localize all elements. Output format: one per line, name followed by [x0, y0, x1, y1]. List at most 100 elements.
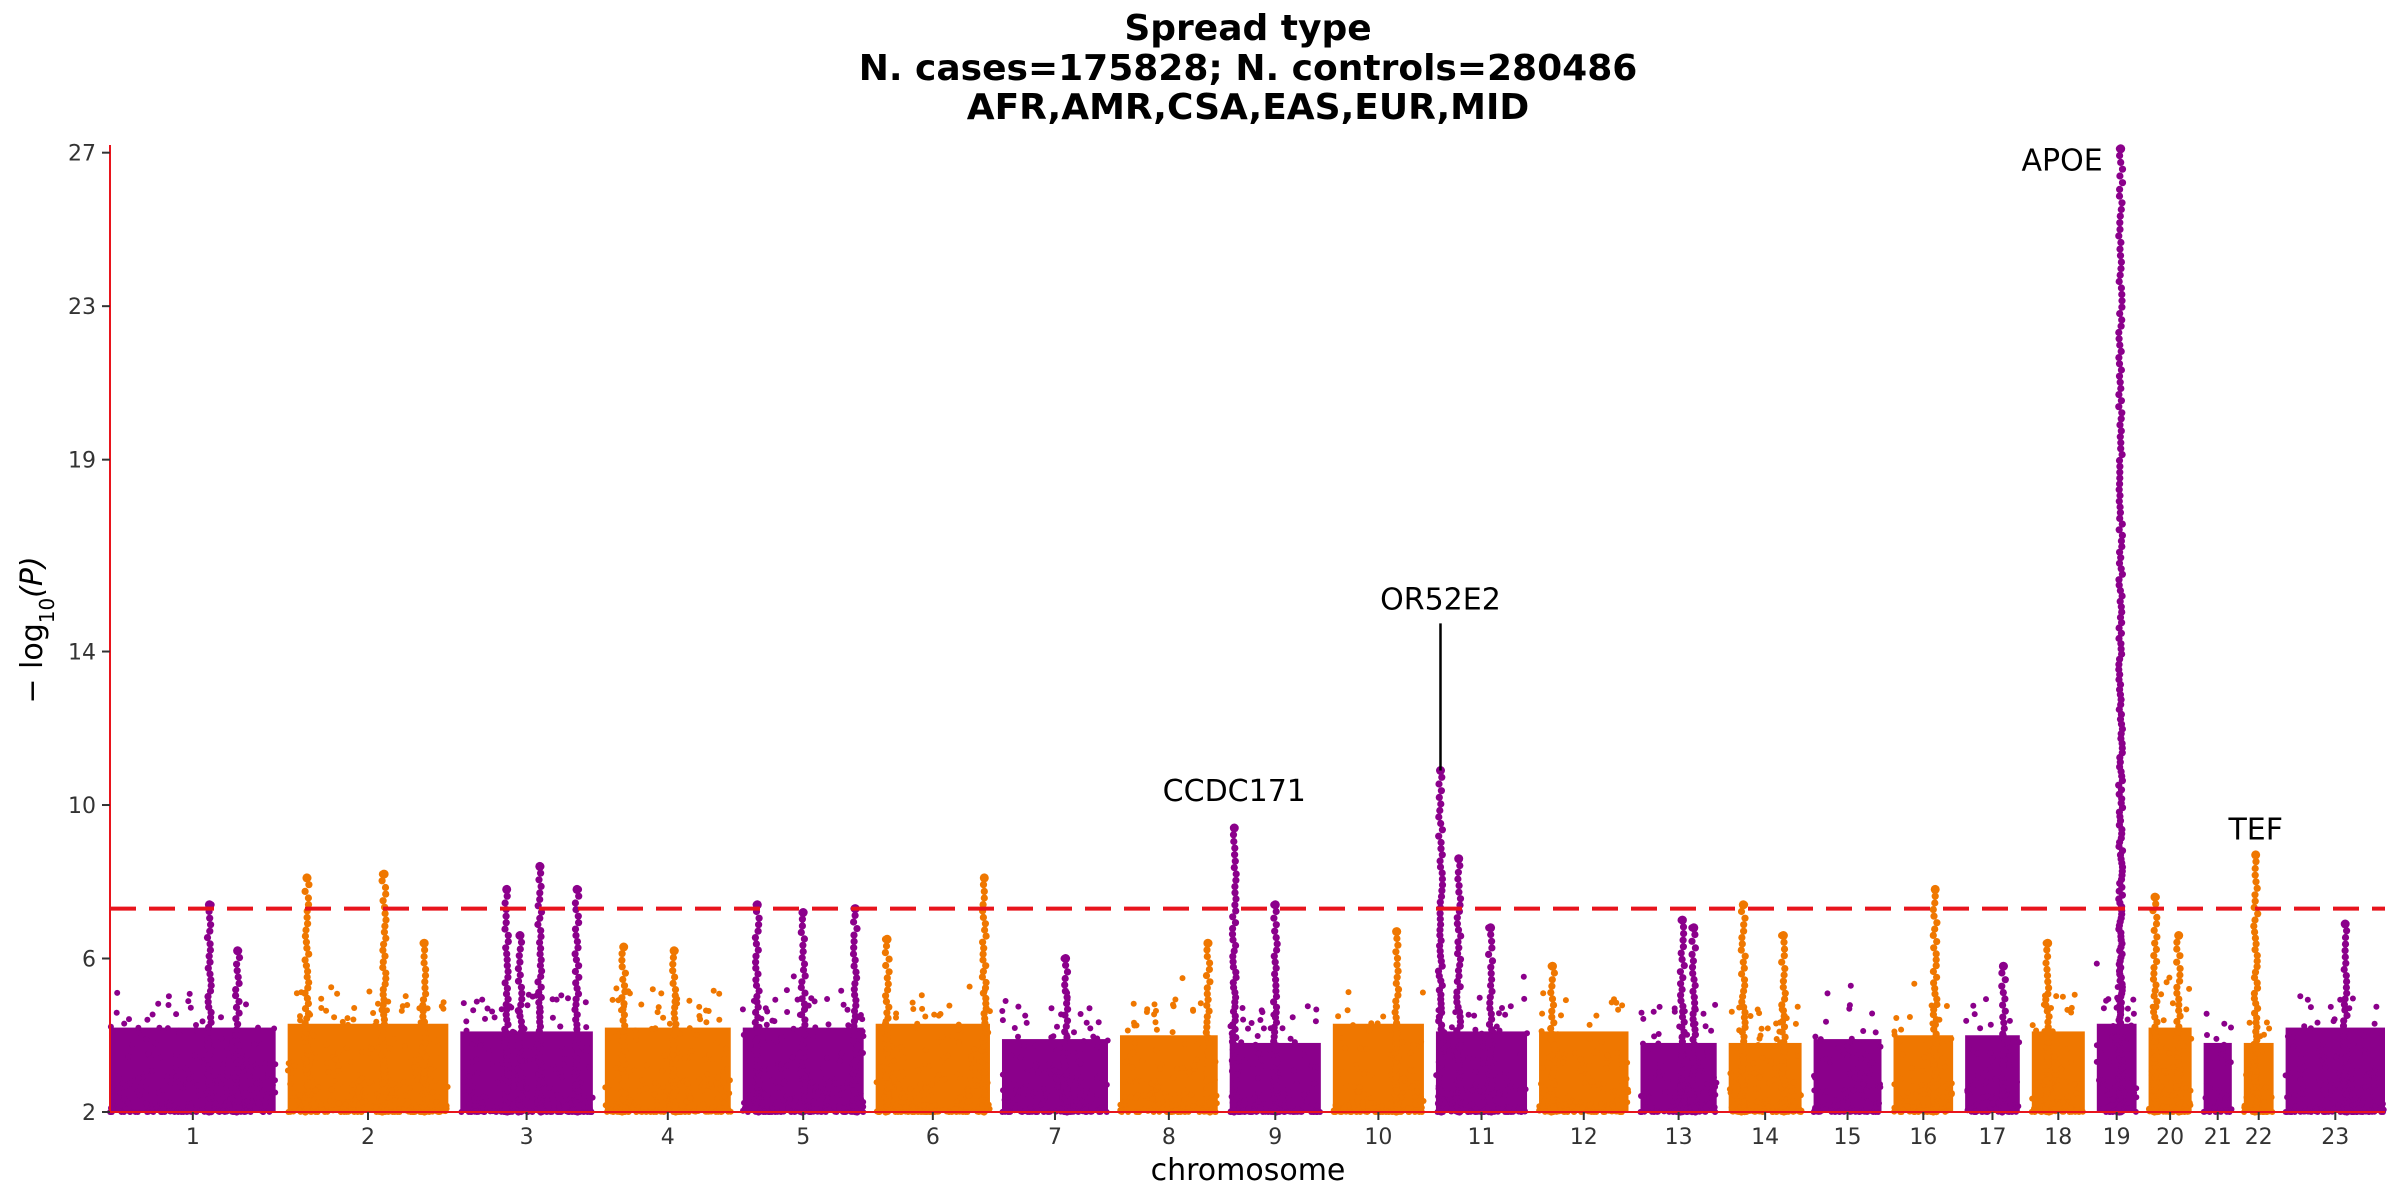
point: [173, 1011, 180, 1018]
point: [1363, 1045, 1370, 1052]
point: [1350, 1022, 1356, 1029]
point: [1472, 1081, 1479, 1088]
peak-point: [2150, 969, 2158, 978]
point: [811, 998, 818, 1005]
peak-point: [1392, 948, 1400, 956]
point: [952, 1106, 959, 1113]
point: [1898, 1026, 1905, 1033]
point: [195, 1092, 202, 1099]
point: [1554, 1031, 1561, 1038]
point: [411, 1063, 418, 1070]
point: [194, 1104, 200, 1111]
peak-point: [1456, 895, 1465, 903]
peak-point: [1202, 1028, 1210, 1036]
peak-point: [851, 911, 859, 920]
point: [2096, 1077, 2102, 1084]
peak-point: [884, 986, 892, 994]
peak-point: [1454, 926, 1463, 934]
point: [1989, 1054, 1996, 1061]
point: [549, 1061, 556, 1068]
point: [167, 1080, 174, 1087]
peak-point: [2117, 158, 2125, 166]
point: [2212, 1084, 2219, 1091]
peak-point: [2116, 462, 2124, 470]
point: [190, 1073, 197, 1080]
point: [792, 1097, 799, 1104]
point: [1081, 1093, 1088, 1100]
peak-point: [798, 922, 807, 930]
peak-point: [382, 975, 390, 983]
point: [2105, 996, 2112, 1003]
point: [2169, 1000, 2176, 1007]
point: [328, 984, 335, 991]
point: [477, 1042, 484, 1049]
peak-top-point: [1677, 915, 1687, 925]
peak-point: [2116, 378, 2124, 386]
point: [1471, 1012, 1478, 1019]
point: [1664, 1089, 1671, 1095]
point: [844, 1006, 851, 1013]
point: [1285, 1095, 1292, 1102]
peak-point: [1679, 923, 1688, 931]
peak-point: [421, 946, 429, 954]
peak-point: [2116, 421, 2124, 429]
point: [661, 1093, 668, 1100]
peak-point: [1931, 990, 1939, 998]
point: [1083, 1019, 1090, 1026]
peak-point: [379, 958, 387, 966]
point: [2168, 1080, 2175, 1087]
peak-point: [1229, 913, 1237, 921]
point: [2051, 1053, 2058, 1060]
peak-point: [2117, 554, 2125, 562]
point: [1650, 1008, 1657, 1015]
peak-point: [1229, 831, 1238, 839]
point: [438, 1003, 445, 1010]
peak-point: [2116, 185, 2124, 193]
peak-point: [671, 973, 679, 981]
point: [1213, 1092, 1220, 1099]
peak-point: [1061, 1028, 1069, 1036]
point: [916, 1092, 923, 1099]
point: [774, 1084, 781, 1091]
peak-point: [801, 972, 809, 980]
peak-point: [1488, 987, 1496, 996]
point: [251, 1041, 258, 1048]
point: [1238, 1039, 1245, 1046]
point: [1731, 1092, 1738, 1099]
point: [1008, 1052, 1015, 1059]
peak-point: [2118, 531, 2126, 540]
point: [1539, 1065, 1546, 1071]
peak-point: [1272, 976, 1280, 984]
point: [1538, 1080, 1544, 1087]
point: [1103, 1081, 1110, 1088]
peak-point: [1232, 907, 1240, 915]
peak-point: [979, 967, 988, 976]
peak-point: [1456, 862, 1464, 870]
point: [1086, 1005, 1093, 1012]
peak-point: [850, 937, 858, 946]
point: [747, 1093, 754, 1100]
chromosome-1-points: [107, 900, 279, 1116]
peak-point: [2116, 474, 2124, 482]
point: [1164, 1105, 1171, 1112]
point: [2032, 1081, 2039, 1088]
point: [2059, 993, 2066, 1000]
point: [1840, 1102, 1846, 1108]
peak-point: [573, 938, 582, 946]
peak-point: [2153, 997, 2161, 1006]
point: [2262, 1084, 2269, 1091]
peak-point: [1203, 952, 1211, 961]
point: [126, 1016, 132, 1023]
peak-point: [982, 962, 990, 970]
point: [1517, 1086, 1524, 1093]
peak-point: [2116, 587, 2124, 595]
point: [561, 1056, 568, 1062]
point: [1015, 1003, 1022, 1010]
peak-point: [2116, 509, 2124, 517]
point: [318, 995, 325, 1002]
peak-point: [800, 1005, 809, 1014]
point: [717, 1086, 724, 1093]
point: [1615, 1006, 1622, 1013]
peak-point: [1999, 989, 2007, 997]
peak-point: [1740, 927, 1748, 935]
